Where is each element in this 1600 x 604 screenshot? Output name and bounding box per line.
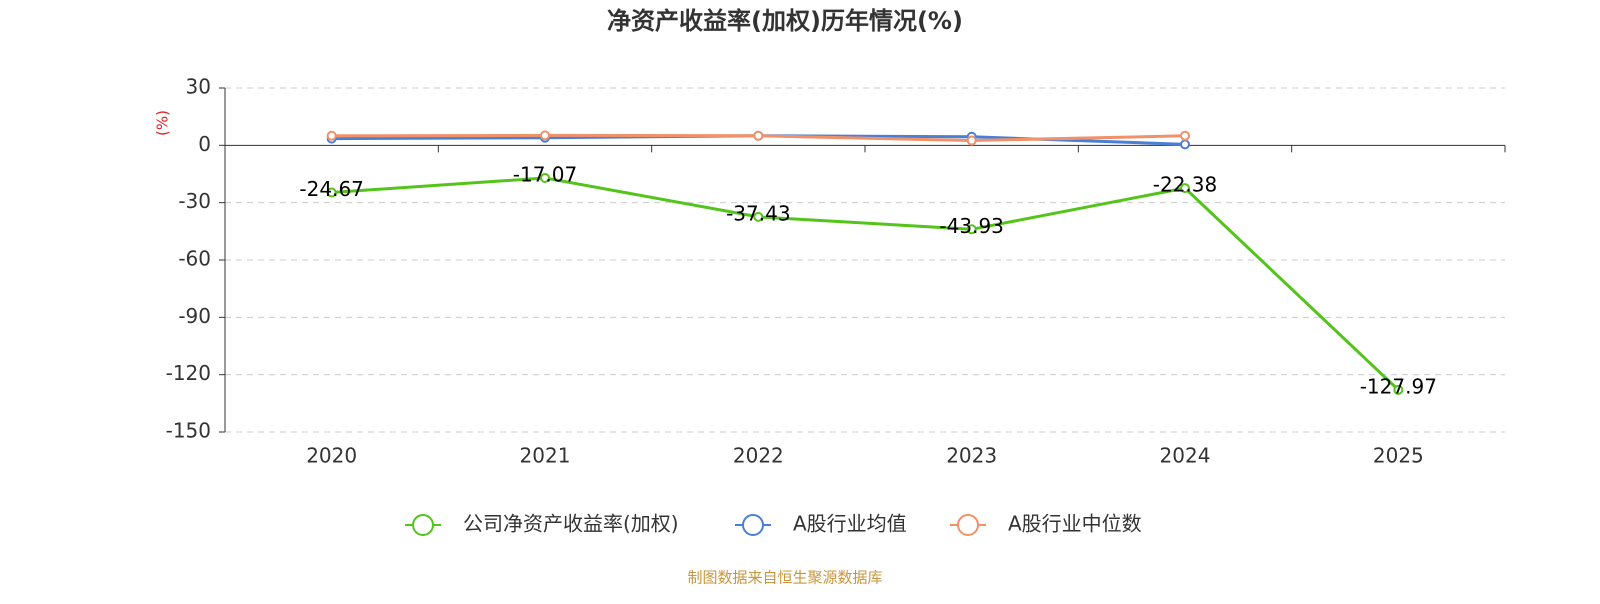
data-label: -127.97	[1360, 374, 1437, 398]
y-tick-label: -150	[166, 419, 211, 443]
chart-title: 净资产收益率(加权)历年情况(%)	[607, 7, 963, 35]
source-note: 制图数据来自恒生聚源数据库	[687, 569, 882, 587]
legend-label: A股行业中位数	[1008, 512, 1142, 536]
data-point	[753, 130, 764, 141]
data-point	[1180, 183, 1190, 194]
legend-marker	[412, 514, 434, 536]
data-label: -22.38	[1153, 173, 1217, 197]
data-label: -37.43	[726, 201, 790, 225]
y-tick-label: 30	[186, 75, 211, 99]
data-point	[326, 130, 337, 141]
data-label: -24.67	[299, 177, 363, 201]
y-tick-label: -30	[178, 189, 211, 213]
x-tick-label: 2023	[946, 444, 997, 468]
y-tick-label: -60	[178, 247, 211, 271]
x-tick-label: 2021	[520, 444, 571, 468]
x-tick-label: 2022	[733, 444, 784, 468]
data-point	[1180, 130, 1190, 141]
data-point	[1180, 139, 1190, 150]
data-point	[326, 187, 337, 198]
y-tick-label: 0	[198, 132, 211, 156]
legend-label: A股行业均值	[793, 512, 907, 536]
data-label: -17.07	[513, 162, 577, 186]
y-axis-label: (%)	[154, 110, 172, 136]
legend-marker	[957, 514, 979, 536]
data-point	[966, 135, 977, 146]
x-tick-label: 2020	[306, 444, 357, 468]
data-point	[966, 224, 977, 235]
series-line	[331, 176, 1400, 391]
y-tick-label: -120	[166, 361, 211, 385]
data-point	[753, 211, 764, 222]
data-label: -43.93	[939, 214, 1003, 238]
legend-label: 公司净资产收益率(加权)	[463, 512, 679, 536]
data-point	[1393, 384, 1404, 395]
data-point	[540, 130, 550, 141]
x-tick-label: 2025	[1373, 444, 1424, 468]
legend-marker	[742, 514, 764, 536]
data-point	[540, 172, 550, 183]
y-tick-label: -90	[178, 304, 211, 328]
x-tick-label: 2024	[1160, 444, 1211, 468]
